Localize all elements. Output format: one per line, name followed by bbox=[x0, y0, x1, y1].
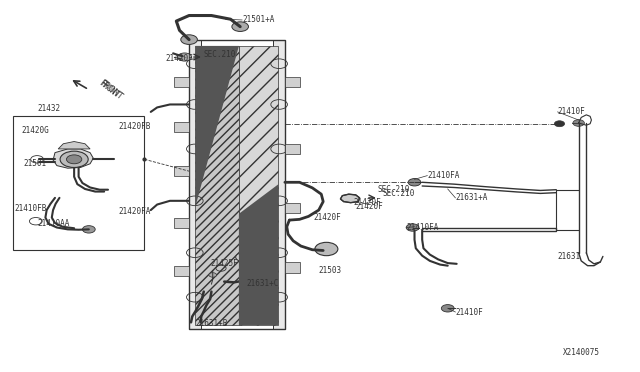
Circle shape bbox=[180, 35, 197, 44]
Circle shape bbox=[236, 253, 251, 262]
Text: 21410F: 21410F bbox=[456, 308, 483, 317]
FancyBboxPatch shape bbox=[285, 144, 300, 154]
Text: 21631: 21631 bbox=[557, 252, 580, 261]
Circle shape bbox=[554, 121, 564, 127]
FancyBboxPatch shape bbox=[285, 77, 300, 87]
Circle shape bbox=[67, 155, 82, 164]
Text: 21432: 21432 bbox=[38, 104, 61, 113]
Circle shape bbox=[315, 242, 338, 256]
Circle shape bbox=[60, 151, 88, 167]
Circle shape bbox=[442, 305, 454, 312]
Text: 21420F: 21420F bbox=[314, 213, 341, 222]
Text: 21410FA: 21410FA bbox=[428, 171, 460, 180]
Text: 21410FB: 21410FB bbox=[15, 204, 47, 213]
Circle shape bbox=[209, 273, 216, 277]
Circle shape bbox=[232, 22, 248, 32]
FancyBboxPatch shape bbox=[173, 77, 189, 87]
Polygon shape bbox=[273, 39, 285, 329]
FancyBboxPatch shape bbox=[173, 122, 189, 132]
Text: X2140075: X2140075 bbox=[563, 347, 600, 356]
Text: 21631+C: 21631+C bbox=[246, 279, 279, 288]
Circle shape bbox=[573, 120, 584, 126]
Polygon shape bbox=[58, 141, 90, 149]
Text: 21420F: 21420F bbox=[356, 202, 383, 211]
Text: SEC.210: SEC.210 bbox=[378, 185, 410, 194]
Text: 21410F: 21410F bbox=[557, 108, 586, 116]
Text: 21410AA: 21410AA bbox=[38, 219, 70, 228]
Text: 21420F: 21420F bbox=[353, 198, 381, 207]
Text: 21501: 21501 bbox=[23, 159, 46, 168]
Text: 21631+A: 21631+A bbox=[456, 193, 488, 202]
Text: 21420G: 21420G bbox=[21, 126, 49, 135]
Text: SEC.210: SEC.210 bbox=[383, 189, 415, 198]
Text: SEC.210: SEC.210 bbox=[204, 50, 236, 59]
Text: 21410FA: 21410FA bbox=[406, 223, 438, 232]
FancyBboxPatch shape bbox=[285, 203, 300, 214]
FancyBboxPatch shape bbox=[285, 262, 300, 273]
FancyBboxPatch shape bbox=[173, 266, 189, 276]
Polygon shape bbox=[53, 149, 93, 168]
FancyBboxPatch shape bbox=[173, 166, 189, 176]
Text: 21631+B: 21631+B bbox=[195, 320, 228, 328]
FancyBboxPatch shape bbox=[173, 218, 189, 228]
Circle shape bbox=[409, 179, 420, 186]
Polygon shape bbox=[340, 194, 360, 203]
Text: 21503: 21503 bbox=[318, 266, 341, 275]
Circle shape bbox=[83, 226, 95, 233]
Polygon shape bbox=[239, 46, 278, 325]
Text: 21425F: 21425F bbox=[210, 259, 238, 268]
Text: 21420FB: 21420FB bbox=[119, 122, 151, 131]
Text: FRONT: FRONT bbox=[97, 78, 120, 100]
Polygon shape bbox=[189, 39, 200, 329]
Text: 21501+A: 21501+A bbox=[242, 16, 275, 25]
Text: 21420FA: 21420FA bbox=[119, 208, 151, 217]
Polygon shape bbox=[239, 184, 278, 325]
Text: 21420F: 21420F bbox=[166, 54, 193, 62]
Circle shape bbox=[406, 224, 419, 231]
Circle shape bbox=[177, 53, 191, 61]
Polygon shape bbox=[195, 46, 239, 206]
Polygon shape bbox=[195, 46, 239, 325]
Circle shape bbox=[408, 179, 421, 186]
Text: FRONT: FRONT bbox=[98, 78, 124, 101]
